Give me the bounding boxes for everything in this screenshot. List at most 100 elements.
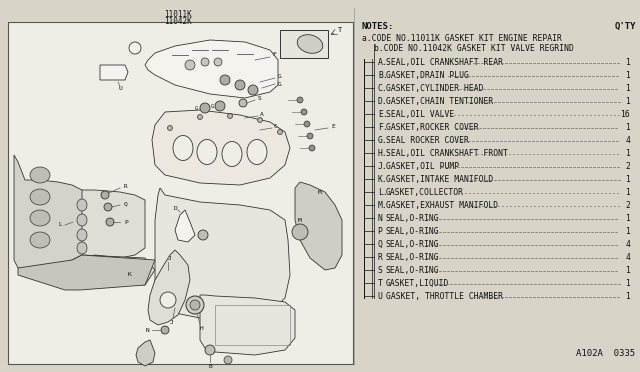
Text: D: D (173, 205, 177, 211)
Text: SEAL,OIL CRANKSHAFT REAR: SEAL,OIL CRANKSHAFT REAR (386, 58, 503, 67)
Polygon shape (136, 340, 155, 366)
Circle shape (304, 121, 310, 127)
Ellipse shape (197, 140, 217, 164)
Polygon shape (152, 110, 290, 185)
Text: 1: 1 (625, 58, 630, 67)
Polygon shape (14, 155, 82, 270)
Text: 11011K: 11011K (164, 10, 192, 19)
Text: P: P (124, 219, 128, 224)
Text: E.: E. (378, 110, 388, 119)
Text: 1: 1 (625, 227, 630, 236)
Text: 16: 16 (620, 110, 630, 119)
Ellipse shape (222, 141, 242, 167)
Text: M.: M. (378, 201, 388, 210)
Ellipse shape (173, 135, 193, 160)
Text: SEAL ROCKER COVER: SEAL ROCKER COVER (386, 136, 469, 145)
Text: U: U (118, 87, 122, 92)
Text: GASKET,OIL PUMP: GASKET,OIL PUMP (386, 162, 459, 171)
Text: G: G (278, 74, 282, 78)
Text: GASKET,COLLECTOR: GASKET,COLLECTOR (386, 188, 464, 197)
Text: E: E (331, 124, 335, 128)
Text: T: T (378, 279, 388, 288)
Circle shape (301, 109, 307, 115)
Text: GASKET,EXHAUST MANIFOLD: GASKET,EXHAUST MANIFOLD (386, 201, 498, 210)
Text: J: J (170, 321, 174, 326)
Text: SEAL,O-RING: SEAL,O-RING (386, 253, 440, 262)
Circle shape (201, 58, 209, 66)
Text: G.: G. (378, 136, 388, 145)
Text: A: A (260, 112, 264, 116)
Text: G: G (195, 106, 198, 110)
Text: C: C (274, 124, 278, 128)
Ellipse shape (77, 199, 87, 211)
Circle shape (227, 113, 232, 119)
Text: U: U (378, 292, 388, 301)
Text: 1: 1 (625, 175, 630, 184)
Polygon shape (148, 250, 190, 325)
Circle shape (214, 58, 222, 66)
Text: G: G (211, 103, 214, 109)
Polygon shape (155, 188, 290, 318)
Polygon shape (200, 295, 295, 355)
Text: GASKET,ROCKER COVER: GASKET,ROCKER COVER (386, 123, 479, 132)
Text: GASKET, THROTTLE CHAMBER: GASKET, THROTTLE CHAMBER (386, 292, 503, 301)
Ellipse shape (30, 189, 50, 205)
Circle shape (160, 292, 176, 308)
Text: NOTES:: NOTES: (362, 22, 394, 31)
Text: GASKET,CHAIN TENTIONER: GASKET,CHAIN TENTIONER (386, 97, 493, 106)
Text: C.: C. (378, 84, 388, 93)
Text: 4: 4 (625, 240, 630, 249)
Polygon shape (295, 182, 342, 270)
Text: SEAL,O-RING: SEAL,O-RING (386, 227, 440, 236)
Text: L: L (58, 222, 62, 228)
Circle shape (190, 300, 200, 310)
Text: SEAL,OIL VALVE: SEAL,OIL VALVE (386, 110, 454, 119)
Circle shape (185, 60, 195, 70)
Circle shape (106, 218, 114, 226)
Text: Q: Q (378, 240, 388, 249)
Bar (215, 305, 290, 345)
Circle shape (104, 203, 112, 211)
Text: R: R (124, 183, 128, 189)
Text: M: M (318, 189, 322, 195)
Text: SEAL,OIL CRANKSHAFT FRONT: SEAL,OIL CRANKSHAFT FRONT (386, 149, 508, 158)
Text: SEAL,O-RING: SEAL,O-RING (386, 240, 440, 249)
Ellipse shape (77, 214, 87, 226)
Text: K.: K. (378, 175, 388, 184)
Text: SEAL,O-RING: SEAL,O-RING (386, 214, 440, 223)
Circle shape (200, 103, 210, 113)
Ellipse shape (30, 210, 50, 226)
Text: T: T (338, 27, 342, 33)
Circle shape (101, 191, 109, 199)
Text: 1: 1 (625, 279, 630, 288)
Text: GASKET,CYLINDER HEAD: GASKET,CYLINDER HEAD (386, 84, 483, 93)
Text: B.: B. (378, 71, 388, 80)
Text: 11042K: 11042K (164, 17, 192, 26)
Polygon shape (100, 65, 128, 80)
Text: S: S (257, 96, 261, 100)
Text: P: P (378, 227, 388, 236)
Text: 1: 1 (625, 188, 630, 197)
Text: 1: 1 (625, 266, 630, 275)
Polygon shape (72, 255, 155, 285)
Text: J.: J. (378, 162, 388, 171)
Ellipse shape (30, 232, 50, 248)
Text: Q: Q (124, 202, 128, 206)
Text: H.: H. (378, 149, 388, 158)
Circle shape (257, 118, 262, 122)
Circle shape (239, 99, 247, 107)
Text: Q'TY: Q'TY (614, 22, 636, 31)
Circle shape (248, 85, 258, 95)
Circle shape (215, 101, 225, 111)
Circle shape (307, 133, 313, 139)
Ellipse shape (30, 167, 50, 183)
Text: 2: 2 (625, 201, 630, 210)
Text: 1: 1 (625, 71, 630, 80)
Text: M: M (298, 218, 302, 222)
Circle shape (224, 356, 232, 364)
Text: N: N (378, 214, 388, 223)
Text: 4: 4 (625, 253, 630, 262)
Text: 1: 1 (625, 97, 630, 106)
Text: 2: 2 (625, 162, 630, 171)
Text: GASKET,INTAKE MANIFOLD: GASKET,INTAKE MANIFOLD (386, 175, 493, 184)
